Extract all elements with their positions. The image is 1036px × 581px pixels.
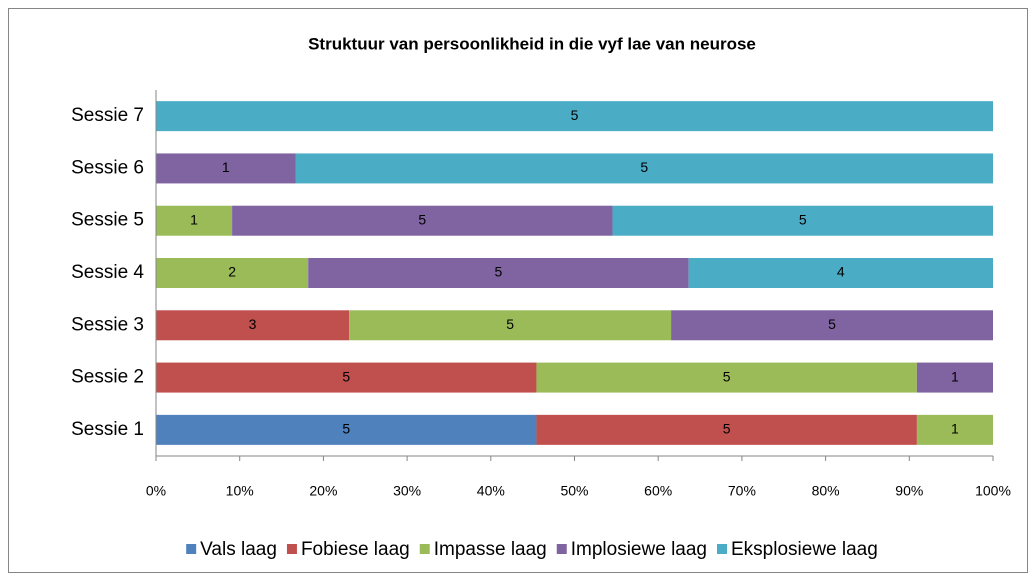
data-label: 1 bbox=[190, 211, 198, 227]
data-label: 5 bbox=[640, 159, 648, 175]
x-tick-label: 20% bbox=[309, 483, 337, 499]
data-label: 5 bbox=[571, 107, 579, 123]
data-label: 3 bbox=[249, 316, 257, 332]
bar-segment bbox=[156, 258, 309, 288]
legend-swatch bbox=[419, 544, 430, 554]
data-label: 4 bbox=[837, 264, 845, 280]
data-label: 1 bbox=[951, 421, 959, 437]
data-label: 5 bbox=[506, 316, 514, 332]
bar-segment bbox=[536, 414, 917, 445]
data-label: 5 bbox=[418, 211, 426, 227]
x-tick-label: 70% bbox=[728, 483, 756, 499]
x-tick-label: 0% bbox=[146, 483, 166, 499]
data-label: 5 bbox=[495, 264, 503, 280]
bar-segment bbox=[688, 258, 993, 288]
x-tick-label: 90% bbox=[895, 483, 923, 499]
bar-segment bbox=[156, 414, 537, 445]
legend-label: Eksplosiewe laag bbox=[731, 539, 878, 560]
chart-title: Struktuur van persoonlikheid in die vyf … bbox=[308, 34, 756, 53]
legend-label: Vals laag bbox=[200, 539, 277, 560]
y-tick-label: Sessie 4 bbox=[71, 262, 144, 283]
legend-swatch bbox=[186, 544, 197, 554]
bar-segment bbox=[536, 362, 917, 393]
bar-segment bbox=[156, 205, 233, 236]
x-tick-label: 60% bbox=[644, 483, 672, 499]
bar-segment bbox=[156, 153, 296, 184]
x-tick-label: 50% bbox=[560, 483, 588, 499]
data-label: 5 bbox=[342, 368, 350, 384]
bar-segment bbox=[916, 362, 993, 393]
y-tick-label: Sessie 7 bbox=[71, 105, 144, 126]
y-tick-label: Sessie 2 bbox=[71, 367, 144, 388]
legend-swatch bbox=[717, 544, 728, 554]
x-tick-label: 10% bbox=[226, 483, 254, 499]
bar-segment bbox=[156, 310, 350, 341]
bar-segment bbox=[295, 153, 993, 184]
x-tick-label: 80% bbox=[812, 483, 840, 499]
bar-segment bbox=[232, 205, 613, 236]
data-label: 5 bbox=[342, 421, 350, 437]
data-label: 5 bbox=[723, 421, 731, 437]
bar-segment bbox=[671, 310, 993, 341]
data-label: 5 bbox=[723, 368, 731, 384]
y-tick-label: Sessie 1 bbox=[71, 419, 144, 440]
legend-swatch bbox=[286, 544, 297, 554]
x-tick-label: 30% bbox=[393, 483, 421, 499]
data-label: 2 bbox=[228, 264, 236, 280]
bar-segment bbox=[156, 362, 537, 393]
data-label: 1 bbox=[222, 159, 230, 175]
y-tick-label: Sessie 3 bbox=[71, 314, 144, 335]
data-label: 5 bbox=[828, 316, 836, 332]
y-tick-label: Sessie 5 bbox=[71, 210, 144, 231]
bar-segment bbox=[156, 101, 993, 132]
y-tick-label: Sessie 6 bbox=[71, 157, 144, 178]
data-label: 1 bbox=[951, 368, 959, 384]
bar-segment bbox=[612, 205, 993, 236]
bar-segment bbox=[349, 310, 672, 341]
bar-segment bbox=[308, 258, 689, 288]
legend-label: Implosiewe laag bbox=[571, 539, 707, 560]
data-label: 5 bbox=[799, 211, 807, 227]
bar-segment bbox=[916, 414, 993, 445]
legend-swatch bbox=[556, 544, 567, 554]
legend-label: Fobiese laag bbox=[301, 539, 410, 560]
legend-label: Impasse laag bbox=[434, 539, 547, 560]
x-tick-label: 100% bbox=[975, 483, 1011, 499]
x-tick-label: 40% bbox=[477, 483, 505, 499]
